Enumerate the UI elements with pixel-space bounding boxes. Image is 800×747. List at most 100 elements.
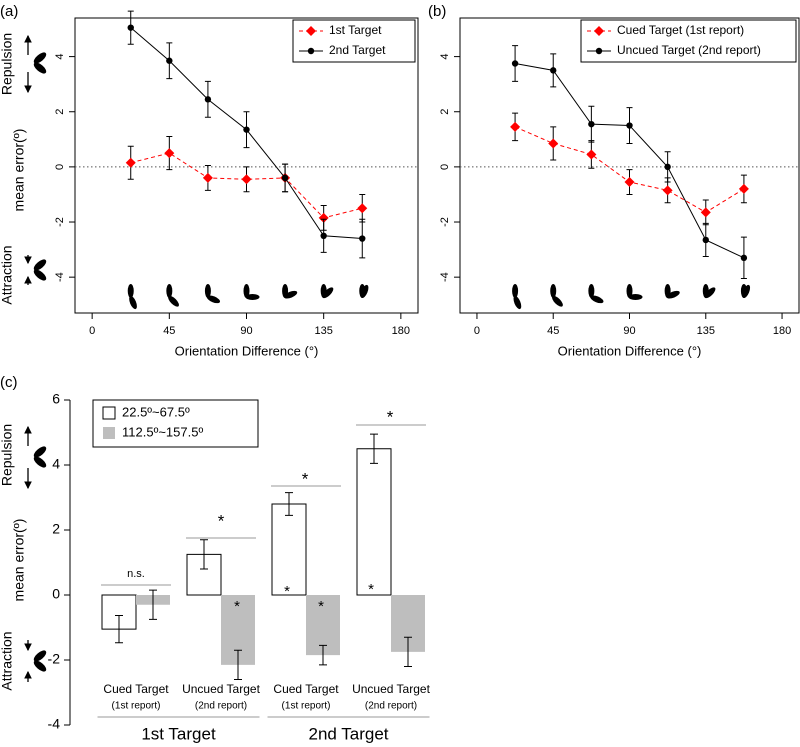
icon-part [628,294,643,300]
y-tick-label: -4 [48,716,61,732]
marker [700,207,711,218]
x-tick-label: 135 [697,325,715,337]
error-bar [370,433,378,464]
legend-label: 112.5º~157.5º [122,424,203,439]
legend-label: 22.5º~67.5º [122,404,190,419]
side-label: Attraction [0,631,15,690]
marker [202,172,213,183]
x-tick-label: Uncued Target [182,682,260,696]
marker [662,185,673,196]
legend-label: 1st Target [329,23,382,37]
legend-swatch [103,427,115,439]
error-bar [149,589,157,620]
marker [357,203,368,214]
y-tick-label: 4 [52,456,60,472]
x-tick-note: (1st report) [282,701,331,712]
x-tick-label: Uncued Target [352,682,430,696]
x-tick-label: 180 [392,325,410,337]
marker [318,212,329,223]
series-line [514,62,745,259]
marker [241,174,252,185]
marker [243,126,250,133]
panel-label: (b) [428,3,446,20]
orientation-icon [166,284,179,307]
marker [320,232,327,240]
group-label: 1st Target [141,724,216,743]
x-tick-label: 90 [623,325,635,337]
orientation-icon [320,284,334,299]
orientation-icon [243,284,260,300]
icon-part [243,284,250,298]
y-tick-label: 6 [52,391,60,407]
orientation-icon [512,284,522,310]
panel-label: (a) [0,3,18,20]
error-bar [115,614,123,644]
y-axis-label: mean error(º) [11,519,27,602]
marker [511,60,519,67]
marker [626,122,633,129]
y-tick-label: 2 [54,109,66,115]
y-tick-label: 0 [52,586,60,602]
icon-part [550,284,557,298]
orientation-icon [204,284,221,304]
group-label: 2nd Target [308,724,388,743]
orientation-icon [359,284,369,299]
side-icons [24,34,47,682]
legend-box [92,399,259,448]
icon-part [245,294,260,300]
y-tick-label: -2 [439,217,451,227]
legend-marker [306,26,316,36]
y-tick-label: -4 [439,272,451,282]
orientation-icon [702,284,716,299]
error-bar [404,636,412,667]
y-tick-label: -2 [48,651,61,667]
marker [550,67,557,74]
icon-part [552,295,563,307]
x-axis-label: Orientation Difference (°) [558,343,702,358]
orientation-icon [588,284,604,304]
y-tick-label: 4 [439,54,451,60]
icon-part [512,284,519,298]
marker [166,57,173,64]
y-axis-label: mean error(º) [11,129,27,212]
x-tick-label: 0 [89,325,95,337]
marker [664,163,671,171]
orientation-icon [127,284,137,310]
side-label: Attraction [0,245,15,304]
icon-part [704,287,716,299]
marker [164,148,175,159]
marker [510,121,521,132]
side-label: Repulsion [0,424,15,486]
icon-part [742,284,751,299]
icon-part [129,295,137,310]
orientation-icon [664,284,680,299]
annotation: * [234,598,240,615]
error-bar [200,539,208,570]
error-bar [285,492,293,516]
icon-part [127,284,134,298]
x-tick-label: 180 [773,325,791,337]
x-tick-note: (2nd report) [195,701,247,712]
x-tick-label: 90 [240,325,252,337]
y-tick-label: 2 [439,109,451,115]
icon-part [666,290,680,299]
marker [281,174,289,182]
marker [359,235,366,242]
legend-label: Uncued Target (2nd report) [617,43,761,57]
marker [624,177,635,188]
marker [548,138,559,149]
error-bar [319,644,327,666]
annotation: * [368,581,374,598]
y-tick-label: -2 [54,217,66,227]
marker [702,236,709,244]
annotation: * [284,583,290,600]
x-tick-label: Cued Target [103,682,169,696]
x-tick-label: 135 [314,325,332,337]
bar [271,503,307,596]
legend-marker [594,26,604,36]
orientation-icon [282,284,298,299]
legend-label: Cued Target (1st report) [617,23,744,37]
icon-part [513,295,522,310]
icon-part [626,284,633,298]
icon-part [360,284,369,299]
